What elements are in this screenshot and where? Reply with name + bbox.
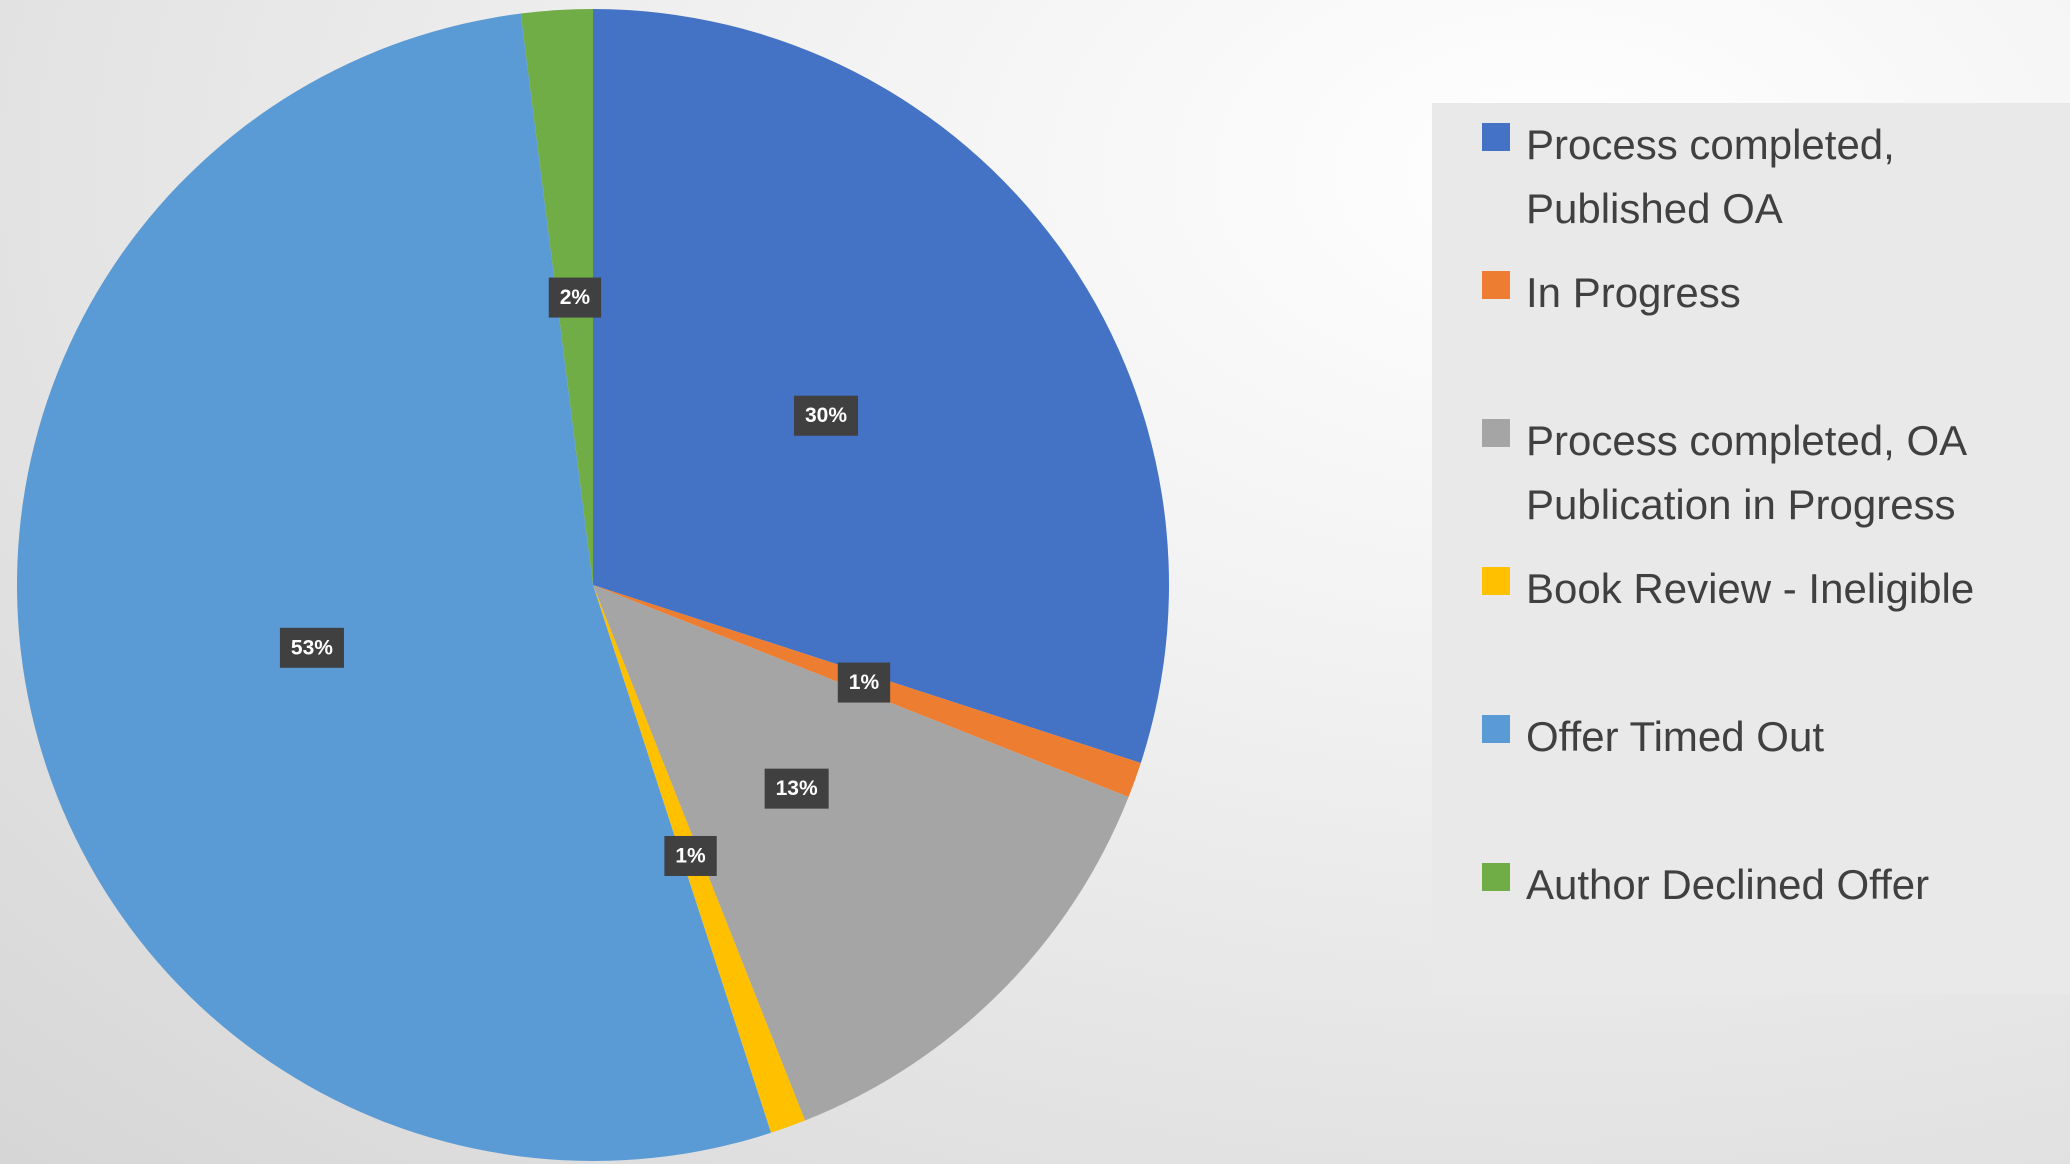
legend-label: Process completed, Published OA xyxy=(1526,121,1895,232)
data-label-box xyxy=(837,662,891,703)
legend-label: Author Declined Offer xyxy=(1526,861,1930,908)
pie-slice xyxy=(17,13,771,1161)
data-label: 1% xyxy=(664,835,717,876)
legend-label: In Progress xyxy=(1526,269,1741,316)
legend: Process completed, Published OA In Progre… xyxy=(1432,103,2070,994)
data-label-text: 13% xyxy=(776,777,818,800)
legend-swatch xyxy=(1482,715,1510,743)
data-label-text: 2% xyxy=(560,286,591,309)
data-label: 30% xyxy=(793,395,859,436)
pie-slice xyxy=(593,585,1129,1121)
data-label-box xyxy=(793,395,859,436)
data-label-box xyxy=(764,768,829,809)
legend-item: Author Declined Offer xyxy=(1482,853,2052,917)
legend-item: Process completed, OA Publication in Pro… xyxy=(1482,409,2052,537)
data-label-box xyxy=(664,835,717,876)
legend-item: Book Review - Ineligible xyxy=(1482,557,2052,621)
legend-swatch xyxy=(1482,419,1510,447)
legend-swatch xyxy=(1482,567,1510,595)
data-label: 1% xyxy=(837,662,891,703)
legend-item: In Progress xyxy=(1482,261,2052,325)
legend-label: Process completed, OA Publication in Pro… xyxy=(1526,417,1965,528)
legend-item: Process completed, Published OA xyxy=(1482,113,2052,241)
legend-swatch xyxy=(1482,123,1510,151)
chart: 30% 1% 13% 1% 53% 2% xyxy=(17,9,1169,1161)
data-label-text: 1% xyxy=(675,844,706,867)
data-label: 53% xyxy=(279,627,344,668)
data-label-text: 53% xyxy=(291,636,333,659)
pie-slice xyxy=(593,9,1169,763)
legend-swatch xyxy=(1482,271,1510,299)
data-label: 2% xyxy=(548,277,602,318)
legend-label: Offer Timed Out xyxy=(1526,713,1824,760)
data-label: 13% xyxy=(764,768,829,809)
data-label-box xyxy=(279,627,344,668)
legend-swatch xyxy=(1482,863,1510,891)
legend-item: Offer Timed Out xyxy=(1482,705,2052,769)
data-label-text: 30% xyxy=(805,404,847,427)
data-label-box xyxy=(548,277,602,318)
data-label-text: 1% xyxy=(849,671,880,694)
legend-label: Book Review - Ineligible xyxy=(1526,565,1975,612)
